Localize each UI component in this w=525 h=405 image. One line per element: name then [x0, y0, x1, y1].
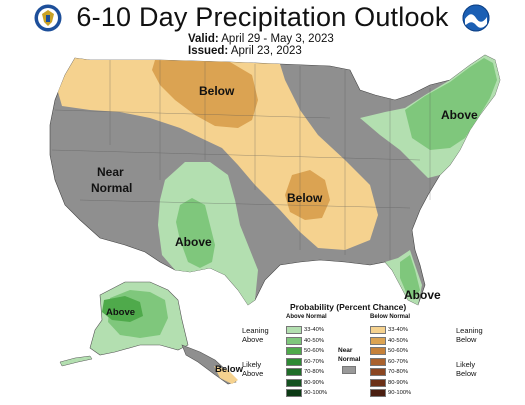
label-below-alaska: Below — [215, 364, 244, 375]
legend-near-normal: Near Normal — [338, 347, 361, 363]
legend-above-bin-label-6: 90-100% — [304, 390, 328, 396]
label-near-normal-line1: Near — [97, 165, 124, 179]
map-title: 6-10 Day Precipitation Outlook — [76, 2, 449, 32]
legend-leaning-above: Leaning Above — [242, 326, 269, 344]
legend-below-swatch-6 — [370, 389, 386, 397]
legend-above-swatch-0 — [286, 326, 302, 334]
legend-near-normal-swatch — [342, 366, 356, 374]
legend-above-bin-label-2: 50-60% — [304, 348, 324, 354]
legend-above-bin-label-4: 70-80% — [304, 369, 324, 375]
legend-below-bin-label-5: 80-90% — [388, 379, 408, 386]
legend-above-bin-label-5: 80-90% — [304, 379, 324, 386]
legend-below-bin-label-2: 50-60% — [388, 348, 408, 354]
legend-above-bin-label-0: 33-40% — [304, 327, 324, 333]
legend-below-bin-label-0: 33-40% — [388, 327, 408, 333]
state-boundaries — [51, 60, 431, 260]
label-below-central: Below — [287, 191, 323, 205]
legend-below-swatch-4 — [370, 368, 386, 376]
legend-below-bin-label-1: 40-50% — [388, 337, 408, 344]
legend-above-bin-label-1: 40-50% — [304, 337, 324, 344]
legend-below-bin-label-3: 60-70% — [388, 358, 408, 365]
legend-above-swatch-4 — [286, 368, 302, 376]
legend-title: Probability (Percent Chance) — [290, 302, 407, 312]
above-southwest-region — [176, 198, 215, 268]
legend-below-swatch-1 — [370, 336, 386, 345]
label-near-normal-line2: Normal — [91, 181, 132, 195]
issued-date: April 23, 2023 — [230, 45, 302, 57]
valid-dates: April 29 - May 3, 2023 — [221, 33, 334, 45]
aleutian-islands — [59, 355, 93, 367]
issued-label: Issued: — [188, 45, 229, 57]
legend-above-bin-label-3: 60-70% — [304, 358, 324, 365]
below-central-region — [285, 170, 330, 220]
legend-below-bin-label-6: 90-100% — [388, 390, 412, 396]
above-northeast-region — [405, 58, 497, 150]
legend-below-swatch-0 — [370, 326, 386, 334]
label-above-southwest: Above — [175, 235, 212, 249]
legend-above-swatch-6 — [286, 389, 302, 397]
issued-line: Issued: April 23, 2023 — [188, 45, 302, 57]
legend-above-swatch-1 — [286, 336, 302, 345]
label-above-northeast: Above — [441, 108, 478, 122]
legend-below-swatch-3 — [370, 357, 386, 366]
label-above-alaska: Above — [106, 307, 135, 318]
valid-line: Valid: April 29 - May 3, 2023 — [188, 33, 334, 45]
legend-above-swatch-5 — [286, 378, 302, 387]
legend-below-swatch-2 — [370, 347, 386, 355]
valid-label: Valid: — [188, 33, 219, 45]
probability-legend: Probability (Percent Chance) Above Norma… — [238, 302, 488, 402]
alaska-above-50-region — [102, 296, 143, 322]
legend-likely-below: Likely Below — [456, 360, 477, 378]
alaska-leaning-below-region — [214, 366, 238, 384]
commerce-seal-icon — [34, 4, 62, 32]
noaa-logo-icon — [462, 4, 490, 32]
legend-above-swatch-2 — [286, 347, 302, 355]
legend-below-swatch-5 — [370, 378, 386, 387]
legend-above-swatch-3 — [286, 357, 302, 366]
label-below-north: Below — [199, 84, 235, 98]
label-above-florida: Above — [404, 288, 441, 302]
legend-leaning-below: Leaning Below — [456, 326, 483, 344]
legend-above-header: Above Normal — [286, 314, 327, 320]
legend-below-header: Below Normal — [370, 314, 411, 320]
legend-below-bin-label-4: 70-80% — [388, 369, 408, 375]
above-florida-region — [400, 255, 420, 300]
legend-likely-above: Likely Above — [242, 360, 264, 378]
